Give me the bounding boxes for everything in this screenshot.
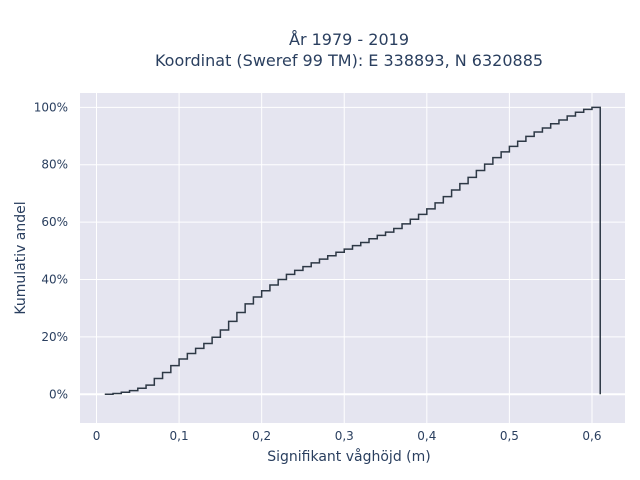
x-axis-title: Signifikant våghöjd (m): [267, 448, 430, 465]
plot-area: [80, 93, 625, 423]
y-tick-label: 80%: [41, 158, 68, 172]
x-tick-label: 0,3: [335, 429, 354, 443]
y-tick-label: 40%: [41, 273, 68, 287]
y-axis-ticks: 0% 20% 40% 60% 80% 100%: [34, 100, 68, 401]
x-axis-ticks: 0 0,1 0,2 0,3 0,4 0,5 0,6: [93, 429, 602, 443]
y-tick-label: 100%: [34, 100, 68, 114]
x-tick-label: 0,2: [252, 429, 271, 443]
x-tick-label: 0,1: [170, 429, 189, 443]
x-tick-label: 0,5: [500, 429, 519, 443]
y-tick-label: 20%: [41, 330, 68, 344]
y-tick-label: 60%: [41, 215, 68, 229]
cdf-step-line: [104, 106, 601, 396]
x-tick-label: 0,4: [417, 429, 436, 443]
chart-title-line-1: År 1979 - 2019: [289, 30, 409, 49]
series-group: [104, 106, 601, 396]
chart-title-line-2: Koordinat (Sweref 99 TM): E 338893, N 63…: [155, 51, 543, 70]
y-axis-title: Kumulativ andel: [13, 201, 29, 314]
x-tick-label: 0: [93, 429, 101, 443]
x-tick-label: 0,6: [582, 429, 601, 443]
y-tick-label: 0%: [49, 387, 68, 401]
